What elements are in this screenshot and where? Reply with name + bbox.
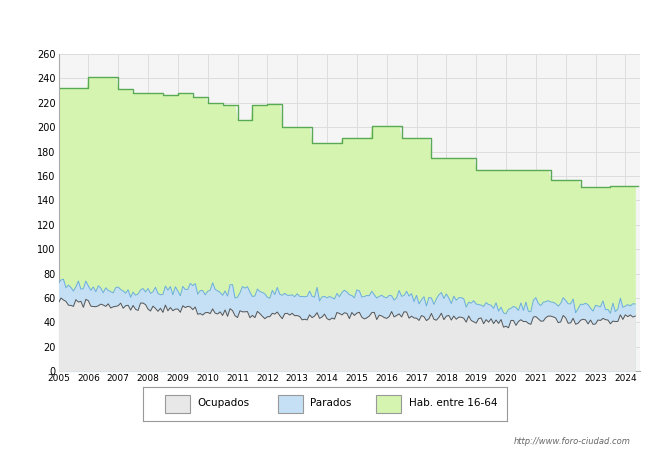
Bar	[376, 395, 402, 413]
Text: Tresjuncos - Evolucion de la poblacion en edad de Trabajar Mayo de 2024: Tresjuncos - Evolucion de la poblacion e…	[51, 17, 599, 30]
Text: Hab. entre 16-64: Hab. entre 16-64	[409, 398, 497, 408]
Text: foro-ciudad.com: foro-ciudad.com	[260, 219, 439, 238]
Bar	[278, 395, 303, 413]
Text: Parados: Parados	[311, 398, 352, 408]
Bar	[165, 395, 190, 413]
Text: Ocupados: Ocupados	[198, 398, 250, 408]
Text: http://www.foro-ciudad.com: http://www.foro-ciudad.com	[514, 436, 630, 446]
